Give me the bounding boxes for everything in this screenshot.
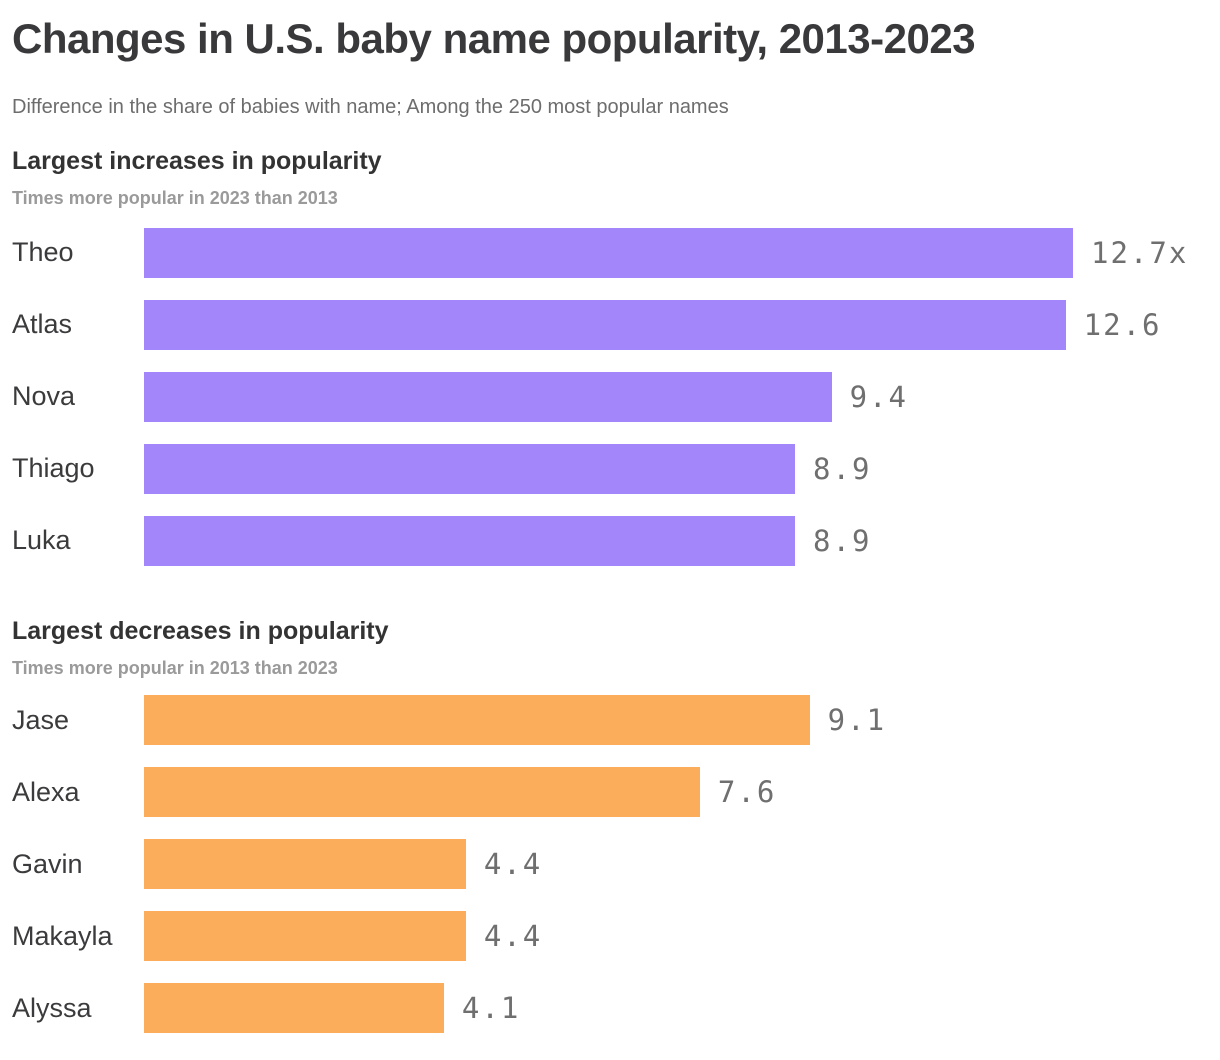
section-decreases-subtitle: Times more popular in 2013 than 2023 <box>12 657 338 678</box>
bar-row: Alexa 7.6 <box>0 756 1220 828</box>
bar-value-label: 4.1 <box>461 991 521 1026</box>
chart-canvas: Changes in U.S. baby name popularity, 20… <box>0 14 1220 1044</box>
bar-label: Thiago <box>12 453 95 484</box>
bar-value-label: 12.7x <box>1091 235 1189 270</box>
chart-title: Changes in U.S. baby name popularity, 20… <box>12 15 976 62</box>
bar-label: Atlas <box>12 309 73 340</box>
bar <box>144 983 444 1034</box>
bar-label: Nova <box>12 381 76 412</box>
bar <box>144 371 832 422</box>
bar-row: Luka 8.9 <box>0 505 1220 577</box>
bar-label: Makayla <box>12 920 113 951</box>
bar-value-label: 8.9 <box>813 523 872 558</box>
bar-row: Jase 9.1 <box>0 684 1220 756</box>
bar-row: Makayla 4.4 <box>0 900 1220 972</box>
bar <box>144 839 466 890</box>
bar-value-label: 9.1 <box>827 703 887 738</box>
section-decreases-bars: Jase 9.1 Alexa 7.6 Gavin 4.4 Makayla 4.4 Alyssa 4… <box>0 684 1220 1044</box>
bar-label: Gavin <box>12 848 83 879</box>
bar-row: Theo 12.7x <box>0 217 1220 289</box>
bar <box>144 227 1073 278</box>
section-increases-subtitle: Times more popular in 2023 than 2013 <box>12 188 338 209</box>
bar-value-label: 7.6 <box>717 775 777 810</box>
bar-row: Alyssa 4.1 <box>0 972 1220 1044</box>
bar-value-label: 9.4 <box>849 379 908 414</box>
bar-row: Nova 9.4 <box>0 361 1220 433</box>
bar-value-label: 4.4 <box>483 919 543 954</box>
section-increases: Largest increases in popularity Times mo… <box>0 147 1220 576</box>
bar <box>144 911 466 962</box>
bar-row: Thiago 8.9 <box>0 433 1220 505</box>
section-increases-bars: Theo 12.7x Atlas 12.6 Nova 9.4 Thiago 8.9 Luka 8.… <box>0 217 1220 577</box>
bar-label: Alyssa <box>12 992 92 1023</box>
bar-label: Theo <box>12 237 74 268</box>
chart-subtitle: Difference in the share of babies with n… <box>12 96 729 119</box>
bar-row: Gavin 4.4 <box>0 828 1220 900</box>
bar-row: Atlas 12.6 <box>0 289 1220 361</box>
bar <box>144 695 810 746</box>
bar <box>144 515 796 566</box>
bar-label: Alexa <box>12 776 80 807</box>
bar <box>144 767 700 818</box>
bar-value-label: 8.9 <box>813 451 872 486</box>
bar <box>144 443 796 494</box>
section-decreases-title: Largest decreases in popularity <box>12 616 389 645</box>
bar-value-label: 4.4 <box>483 847 543 882</box>
bar-value-label: 12.6 <box>1083 307 1162 342</box>
section-increases-title: Largest increases in popularity <box>12 147 382 176</box>
section-decreases: Largest decreases in popularity Times mo… <box>0 617 1220 1044</box>
bar <box>144 299 1066 350</box>
bar-label: Jase <box>12 704 70 735</box>
bar-label: Luka <box>12 525 71 556</box>
